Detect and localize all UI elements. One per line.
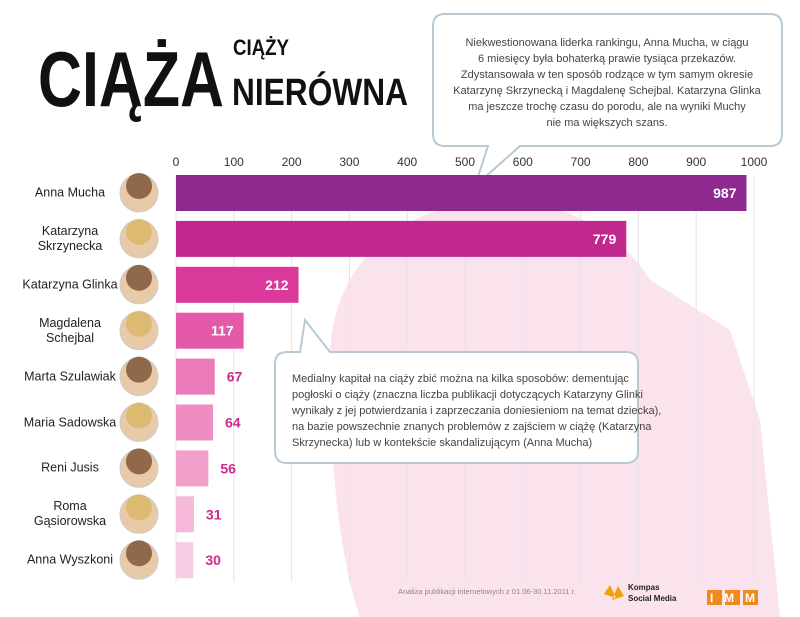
avatar-hair <box>126 356 152 383</box>
x-tick-label: 600 <box>513 155 533 169</box>
x-tick-label: 900 <box>686 155 706 169</box>
annotation-line: ma jeszcze trochę czasu do porodu, ale n… <box>468 101 746 113</box>
source: Analiza publikacji internetowych z 01.06… <box>398 587 576 596</box>
value-label: 64 <box>225 415 241 431</box>
title-small: CIĄŻY <box>233 35 289 60</box>
value-label: 212 <box>265 277 289 293</box>
bar <box>176 404 213 441</box>
value-label: 56 <box>220 460 236 476</box>
value-label: 67 <box>227 369 243 385</box>
avatar-hair <box>126 402 152 429</box>
bar <box>176 220 627 257</box>
category-label: Anna Wyszkoni <box>26 552 114 567</box>
avatar-hair <box>126 173 152 199</box>
speech-bubble <box>432 13 783 190</box>
category-label: Magdalena Schejbal <box>39 315 101 345</box>
value-label: 31 <box>206 506 222 522</box>
value-label: 117 <box>211 323 234 339</box>
avatar-hair <box>126 448 152 475</box>
logo-text: Social Media <box>628 594 677 603</box>
x-tick-label: 0 <box>173 155 180 169</box>
annotation-line: 6 miesięcy była bohaterką prawie tysiąca… <box>478 53 736 65</box>
title: CIĄŻA <box>38 35 224 123</box>
logo-square <box>707 590 722 605</box>
avatar-hair <box>126 540 152 567</box>
logo-square <box>725 590 740 605</box>
bar <box>176 266 299 303</box>
annotation-line: nie ma większych szans. <box>546 117 667 129</box>
x-tick-label: 700 <box>571 155 591 169</box>
x-tick-label: 500 <box>455 155 475 169</box>
x-tick-label: 300 <box>339 155 359 169</box>
logo-text: Kompas <box>628 583 660 592</box>
category-label: Katarzyna Skrzynecka <box>37 223 103 253</box>
annotation-line: na bazie powszechnie znanych problemów z… <box>292 421 652 433</box>
avatar-hair <box>126 264 152 291</box>
bar <box>176 496 194 533</box>
title-second: NIERÓWNA <box>232 70 408 114</box>
category-label: Roma Gąsiorowska <box>33 499 107 529</box>
annotation-line: wynikały z jej potwierdzania i zaprzecza… <box>291 405 661 417</box>
category-label: Maria Sadowska <box>23 415 117 429</box>
bar <box>176 358 215 395</box>
x-tick-label: 400 <box>397 155 417 169</box>
bar <box>176 450 209 487</box>
avatar-hair <box>126 310 152 337</box>
avatar-hair <box>126 494 152 521</box>
x-tick-label: 1000 <box>741 155 768 169</box>
bar <box>176 175 747 211</box>
annotation-line: Katarzynę Skrzynecką i Magdalenę Schejba… <box>453 85 761 97</box>
annotation-line: Niekwestionowana liderka rankingu, Anna … <box>465 37 748 49</box>
speech-bubble <box>274 317 639 464</box>
logo-icon <box>604 585 624 600</box>
category-label: Katarzyna Glinka <box>22 277 118 292</box>
x-tick-label: 800 <box>628 155 648 169</box>
value-label: 779 <box>593 231 617 247</box>
bar <box>176 542 194 579</box>
bar <box>176 312 244 349</box>
x-tick-label: 200 <box>282 155 302 169</box>
logo-square <box>743 590 758 605</box>
x-tick-label: 100 <box>224 155 244 169</box>
avatar-hair <box>126 218 152 245</box>
value-label: 987 <box>713 185 737 201</box>
annotation-line: pogłoski o ciąży (znaczna liczba publika… <box>292 389 643 401</box>
annotation-line: Skrzynecka) lub w kontekście skandalizuj… <box>292 437 592 449</box>
annotation-line: Zdystansowała w ten sposób rodzące w tym… <box>461 69 753 81</box>
category-label: Anna Mucha <box>34 185 106 200</box>
value-label: 30 <box>205 552 221 568</box>
annotation-line: Medialny kapitał na ciąży zbić można na … <box>292 373 629 385</box>
category-label: Marta Szulawiak <box>24 369 116 384</box>
category-label: Reni Jusis <box>41 460 99 475</box>
